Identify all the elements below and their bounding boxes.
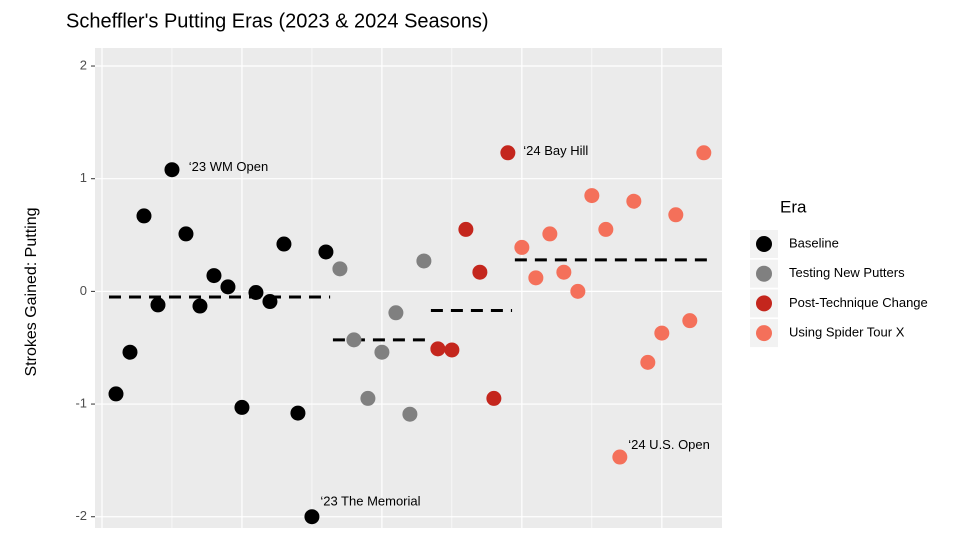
data-point <box>500 145 516 161</box>
y-tick-label: 1 <box>80 170 87 185</box>
data-point <box>332 261 348 277</box>
data-point <box>122 344 138 360</box>
data-point <box>584 188 600 204</box>
data-point <box>318 244 334 260</box>
legend-label: Using Spider Tour X <box>789 325 905 340</box>
data-point <box>430 341 446 357</box>
annotation: ‘23 The Memorial <box>320 494 420 509</box>
data-point <box>164 162 180 178</box>
data-point <box>388 305 404 321</box>
data-point <box>374 344 390 360</box>
legend-label: Testing New Putters <box>789 265 905 280</box>
annotation: ‘23 WM Open <box>189 159 268 174</box>
data-point <box>514 239 530 255</box>
data-point <box>542 226 558 242</box>
data-point <box>598 221 614 237</box>
data-point <box>346 332 362 348</box>
data-point <box>556 264 572 280</box>
data-point <box>640 354 656 370</box>
data-point <box>528 270 544 286</box>
y-tick-label: 0 <box>80 283 87 298</box>
data-point <box>472 264 488 280</box>
legend-swatch <box>756 265 772 282</box>
data-point <box>150 297 166 313</box>
legend-label: Baseline <box>789 235 839 250</box>
data-point <box>626 193 642 209</box>
data-point <box>444 342 460 358</box>
data-point <box>402 406 418 422</box>
data-point <box>458 221 474 237</box>
data-point <box>486 390 502 406</box>
data-point <box>416 253 432 269</box>
chart-title: Scheffler's Putting Eras (2023 & 2024 Se… <box>66 10 489 32</box>
data-point <box>178 226 194 242</box>
data-point <box>276 236 292 252</box>
legend-swatch <box>756 236 772 252</box>
data-point <box>136 208 152 224</box>
data-point <box>108 386 124 402</box>
data-point <box>192 298 208 314</box>
data-point <box>304 509 320 525</box>
plot-panel <box>95 48 722 528</box>
data-point <box>262 294 278 310</box>
y-tick-label: 2 <box>80 57 87 72</box>
annotation: ‘24 Bay Hill <box>523 143 588 158</box>
data-point <box>206 268 222 284</box>
legend-title: Era <box>780 197 807 216</box>
data-point <box>234 399 250 415</box>
legend-swatch <box>756 295 772 312</box>
annotation: ‘24 U.S. Open <box>628 437 710 452</box>
data-point <box>668 207 684 223</box>
y-tick-label: -2 <box>75 508 87 523</box>
data-point <box>220 279 236 295</box>
data-point <box>248 285 264 301</box>
data-point <box>570 283 586 299</box>
legend-swatch <box>756 325 772 342</box>
data-point <box>612 449 628 465</box>
y-tick-label: -1 <box>75 395 87 410</box>
data-point <box>654 325 670 341</box>
data-point <box>696 145 712 161</box>
data-point <box>682 313 698 329</box>
data-point <box>290 405 306 421</box>
data-point <box>360 390 376 406</box>
y-axis-label: Strokes Gained: Putting <box>23 208 40 377</box>
legend-label: Post-Technique Change <box>789 295 928 310</box>
